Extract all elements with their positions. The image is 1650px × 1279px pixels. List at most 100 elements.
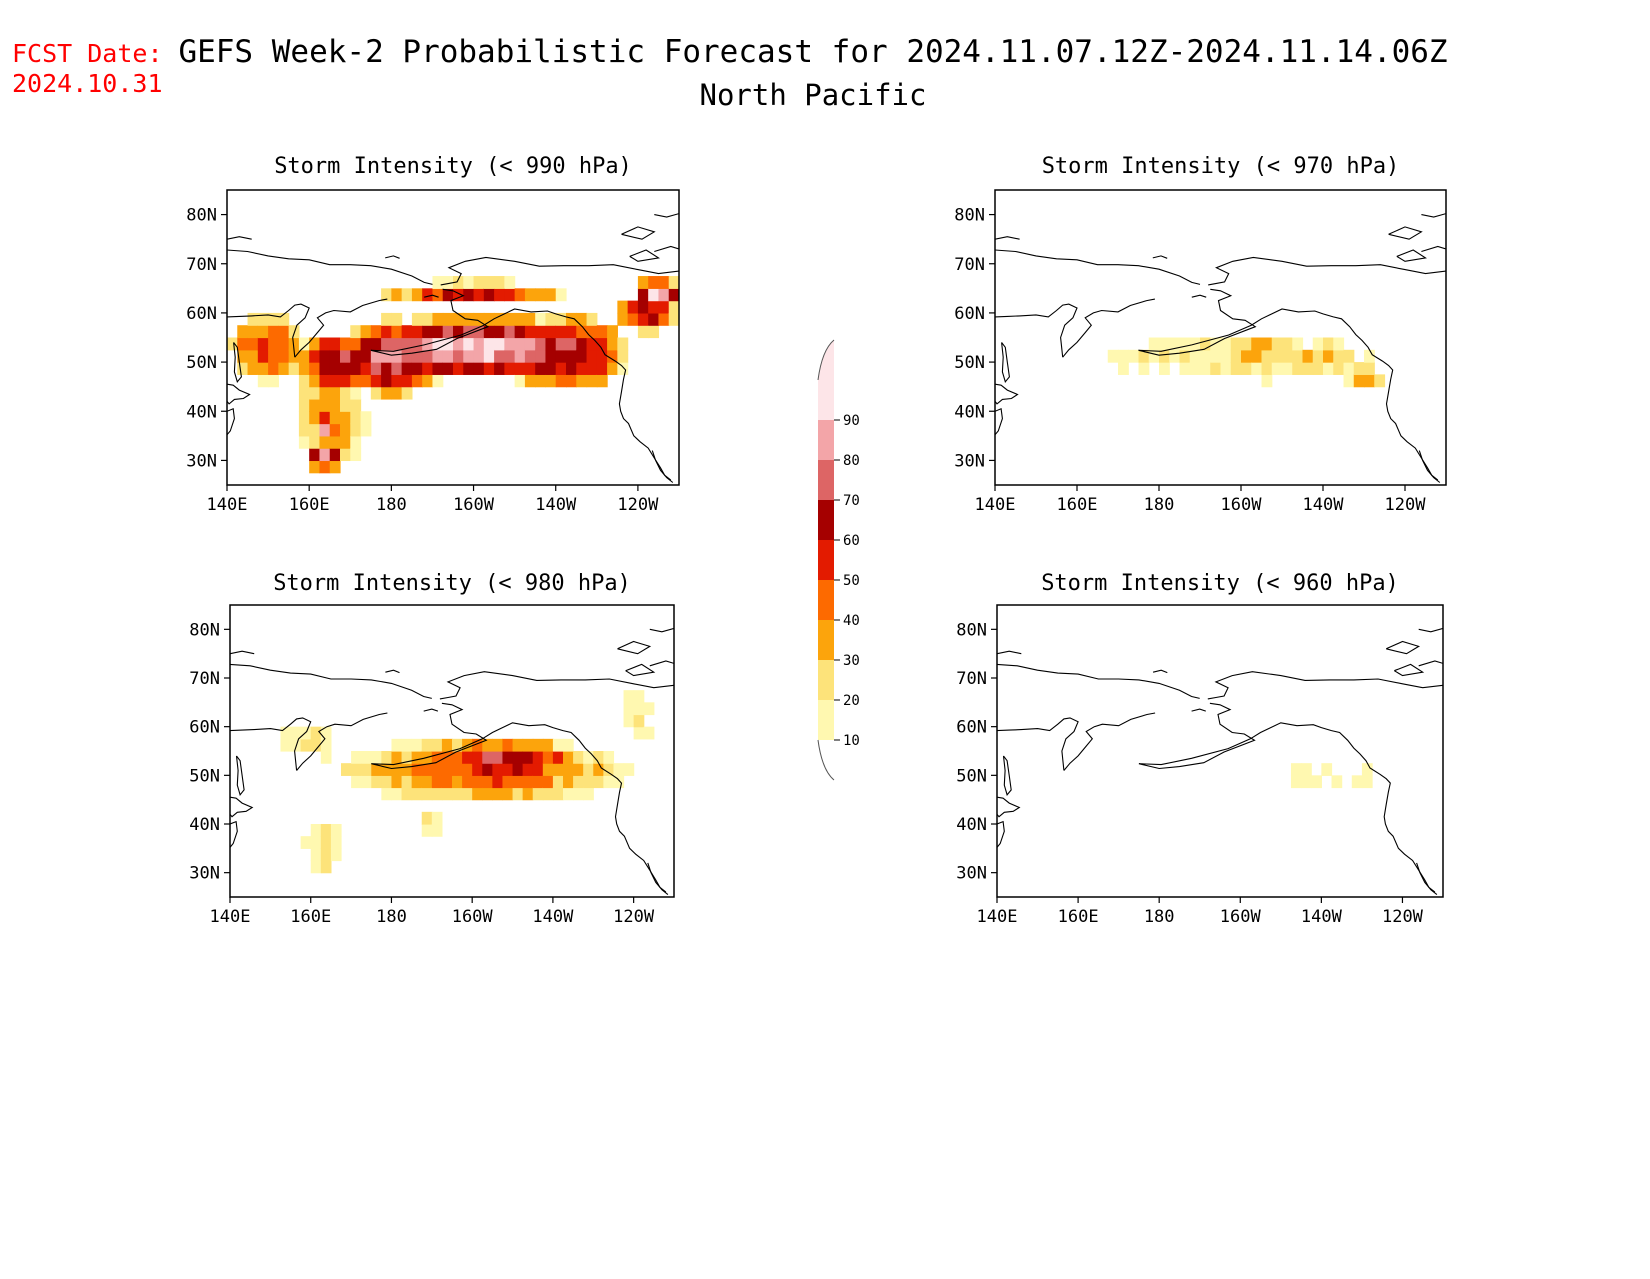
lat-tick-label: 30N bbox=[954, 451, 985, 471]
coastline-arcticIsl3 bbox=[1396, 249, 1427, 262]
prob-cell bbox=[532, 775, 544, 789]
panel-980-hpa: Storm Intensity (< 980 hPa) 80N 70N 60N 50N 4… bbox=[189, 571, 675, 927]
prob-cell bbox=[596, 325, 608, 339]
prob-cell bbox=[583, 763, 594, 776]
region-subtitle: North Pacific bbox=[700, 78, 927, 112]
colorbar-label: 30 bbox=[843, 653, 860, 669]
prob-cell bbox=[576, 325, 588, 339]
prob-cell bbox=[1311, 775, 1322, 789]
prob-cell bbox=[370, 362, 382, 375]
lon-tick-label: 160W bbox=[453, 495, 495, 515]
panel-970-hpa: Storm Intensity (< 970 hPa) 80N 70N 60N 50N 4… bbox=[954, 154, 1447, 515]
lon-tick-label: 140E bbox=[210, 907, 251, 927]
prob-cell bbox=[1361, 763, 1373, 776]
prob-cell bbox=[532, 787, 544, 801]
fcst-date-label: FCST Date: bbox=[12, 39, 163, 68]
prob-cell bbox=[411, 325, 423, 339]
colorbar-swatch bbox=[818, 420, 834, 460]
prob-cell bbox=[535, 288, 547, 302]
prob-cell bbox=[452, 738, 463, 752]
prob-cell bbox=[350, 398, 362, 412]
coastline-greenland bbox=[1421, 213, 1446, 218]
prob-cell bbox=[360, 349, 372, 363]
coastline-nsib bbox=[995, 236, 1020, 240]
prob-cell bbox=[512, 787, 524, 801]
lon-tick-label: 140W bbox=[532, 907, 574, 927]
prob-cell bbox=[421, 775, 433, 789]
prob-cell bbox=[411, 362, 423, 375]
prob-cell bbox=[370, 337, 382, 351]
prob-cell bbox=[514, 288, 526, 302]
prob-cell bbox=[1343, 349, 1355, 363]
coastline-okhotsk bbox=[995, 303, 1078, 358]
prob-cell bbox=[648, 276, 660, 289]
lon-tick-label: 160E bbox=[290, 907, 331, 927]
prob-cell bbox=[268, 374, 279, 388]
coastline-okhotsk bbox=[997, 717, 1079, 771]
prob-cell bbox=[431, 787, 443, 801]
coastline-wrangel bbox=[1152, 255, 1168, 259]
prob-cell bbox=[319, 386, 331, 400]
prob-cell bbox=[542, 738, 554, 752]
prob-cell bbox=[298, 423, 310, 437]
prob-cell bbox=[566, 349, 577, 363]
prob-cell bbox=[370, 374, 382, 388]
prob-cell bbox=[563, 763, 574, 776]
colorbar-swatch bbox=[818, 540, 834, 580]
prob-cell bbox=[431, 824, 443, 837]
prob-cell bbox=[514, 312, 526, 326]
prob-cell bbox=[1323, 337, 1334, 351]
lat-tick-label: 40N bbox=[954, 402, 985, 422]
colorbar-label: 40 bbox=[843, 613, 860, 629]
prob-cell bbox=[462, 775, 473, 789]
prob-cell bbox=[555, 288, 567, 302]
prob-cell bbox=[330, 836, 342, 849]
prob-cell bbox=[432, 337, 444, 351]
prob-cell bbox=[573, 763, 584, 776]
prob-cell bbox=[319, 411, 331, 425]
prob-cell bbox=[1179, 337, 1191, 351]
prob-cell bbox=[431, 738, 443, 752]
prob-cell bbox=[381, 312, 392, 326]
lon-tick-label: 160E bbox=[1058, 907, 1099, 927]
prob-cell bbox=[535, 362, 547, 375]
prob-cell bbox=[583, 775, 594, 789]
prob-cell bbox=[411, 738, 423, 752]
prob-cell bbox=[617, 349, 629, 363]
prob-cell bbox=[555, 349, 567, 363]
prob-cell bbox=[401, 337, 413, 351]
prob-cell bbox=[1290, 763, 1302, 776]
prob-cell bbox=[623, 714, 635, 728]
prob-cell bbox=[658, 276, 670, 289]
prob-cell bbox=[502, 775, 514, 789]
prob-cell bbox=[391, 763, 403, 776]
prob-cell bbox=[1200, 362, 1211, 375]
prob-cell bbox=[637, 288, 649, 302]
coastline-nsib bbox=[230, 650, 255, 655]
prob-cell bbox=[593, 763, 604, 776]
lon-tick-label: 180 bbox=[376, 907, 407, 927]
prob-cell bbox=[1333, 362, 1345, 375]
prob-cell bbox=[524, 337, 536, 351]
prob-cell bbox=[494, 276, 505, 289]
coastline-hokkaido bbox=[230, 796, 254, 818]
prob-cell bbox=[522, 775, 534, 789]
prob-cell bbox=[381, 325, 392, 339]
prob-cell bbox=[391, 349, 403, 363]
coastline-nsib bbox=[227, 236, 252, 240]
prob-cell bbox=[351, 751, 362, 764]
prob-cell bbox=[320, 824, 332, 837]
prob-cell bbox=[633, 690, 645, 703]
coastlines bbox=[230, 627, 674, 896]
prob-cell bbox=[573, 775, 584, 789]
prob-cell bbox=[360, 423, 372, 437]
prob-cell bbox=[545, 312, 557, 326]
lon-tick-label: 160W bbox=[1220, 907, 1262, 927]
prob-cell bbox=[482, 787, 493, 801]
prob-cell bbox=[320, 860, 332, 874]
prob-cell bbox=[1364, 362, 1375, 375]
prob-cell bbox=[411, 787, 423, 801]
prob-cell bbox=[329, 435, 341, 449]
colorbar-top-cap bbox=[818, 340, 834, 380]
map-frame bbox=[226, 189, 680, 486]
